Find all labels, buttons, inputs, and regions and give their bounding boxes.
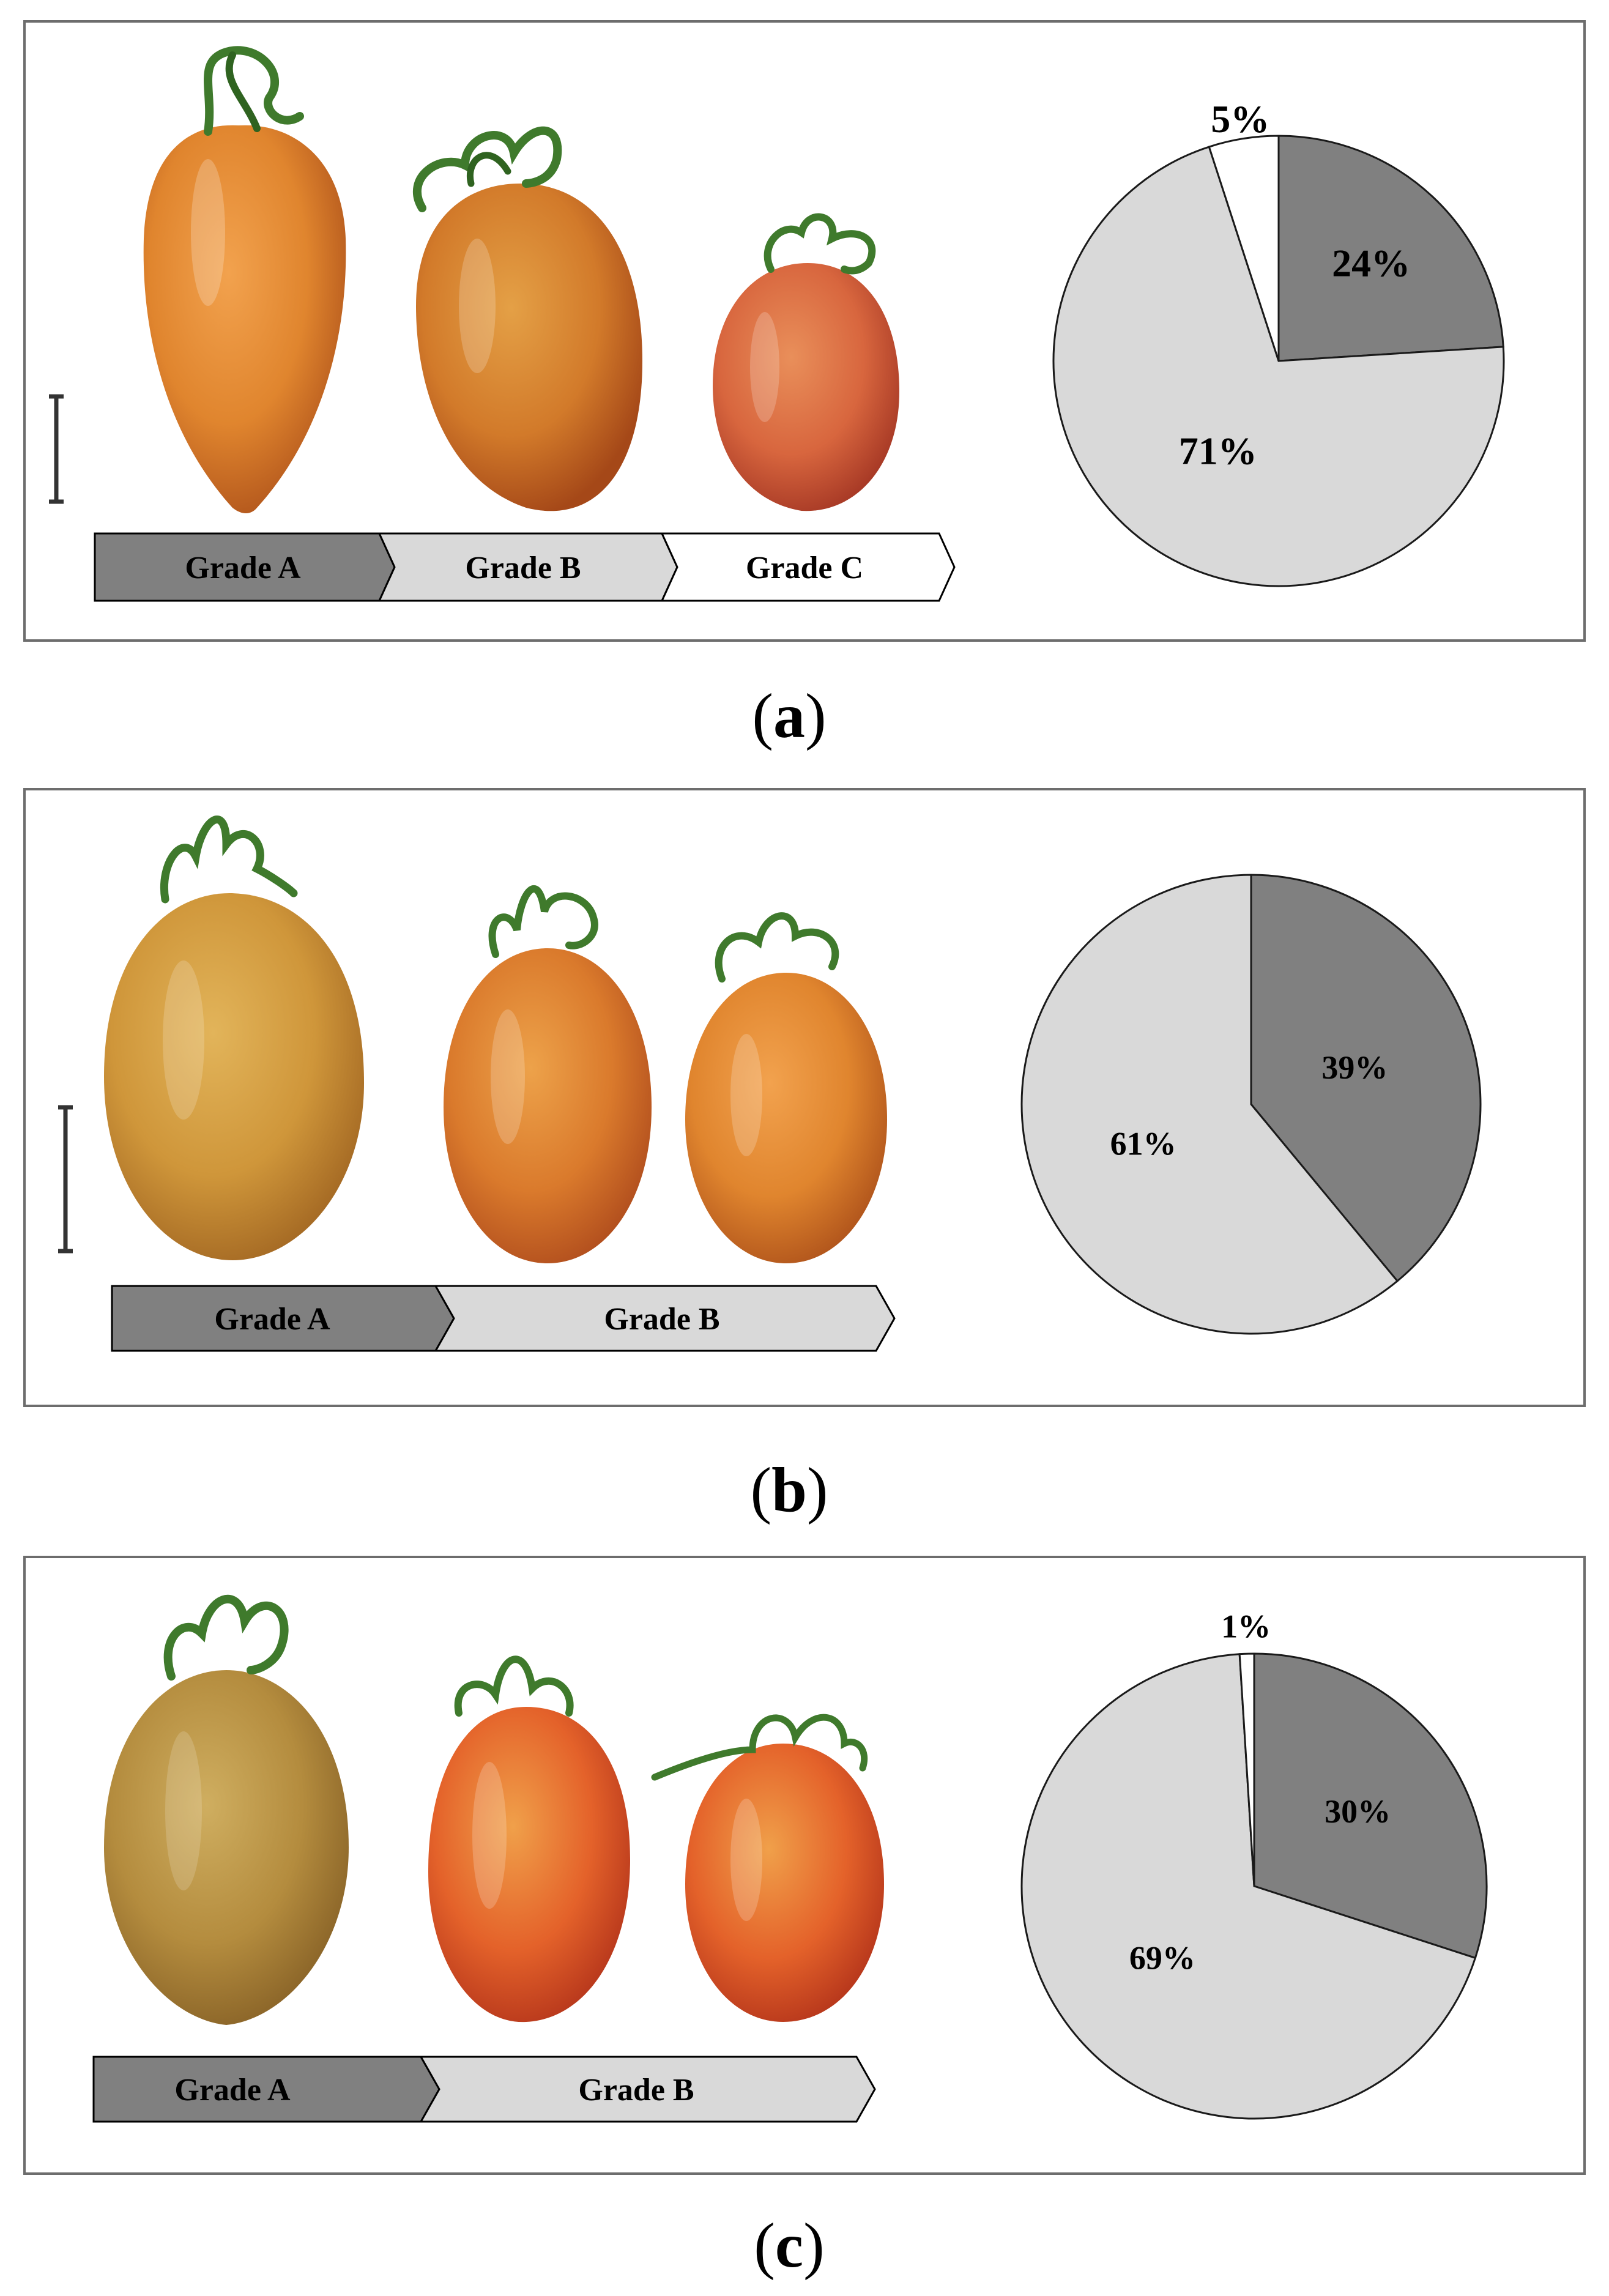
- panel-a: Grade A Grade B Grade C 24% 71% 5%: [23, 20, 1586, 642]
- pie-label-grade-b: 69%: [1129, 1939, 1195, 1976]
- pie-chart-b: 39% 61%: [1020, 874, 1482, 1335]
- grade-b-label: Grade B: [465, 551, 581, 585]
- pie-label-grade-a: 39%: [1321, 1049, 1388, 1086]
- caption-a: (a): [752, 681, 826, 751]
- panel-a-grade-bar: Grade A Grade B Grade C: [94, 532, 956, 602]
- grade-a-label: Grade A: [214, 1302, 330, 1337]
- pie-slice-grade-b: [1020, 874, 1399, 1335]
- grade-c-chevron: [660, 532, 956, 602]
- caption-c: (c): [754, 2210, 824, 2281]
- pie-chart-a: 24% 71% 5%: [1052, 97, 1505, 587]
- grade-b-chevron: [419, 2056, 876, 2123]
- pie-label-grade-c: 1%: [1221, 1608, 1271, 1645]
- pie-label-grade-a: 24%: [1332, 241, 1410, 284]
- panel-b: Grade A Grade B 39% 61%: [23, 788, 1586, 1407]
- tomato-grade-c: [685, 912, 887, 1263]
- pie-label-grade-b: 71%: [1179, 429, 1257, 472]
- pie-slice-grade-a: [1253, 1652, 1488, 1960]
- panel-b-grade-bar: Grade A Grade B: [111, 1285, 896, 1352]
- grade-b-label: Grade B: [604, 1302, 719, 1337]
- pie-slice-grade-c: [1208, 135, 1280, 362]
- grade-b-chevron: [434, 1285, 896, 1352]
- pie-slice-grade-c: [1238, 1652, 1255, 1887]
- tomato-grade-b: [428, 1655, 630, 2023]
- tomato-grade-c: [651, 1714, 884, 2022]
- pie-label-grade-c: 5%: [1211, 97, 1269, 141]
- pie-slice-grade-a: [1277, 135, 1504, 362]
- grade-c-label: Grade C: [746, 551, 863, 585]
- grade-a-label: Grade A: [174, 2073, 291, 2108]
- panel-c-grade-bar: Grade A Grade B: [92, 2056, 876, 2123]
- tomato-grade-a: [104, 1594, 349, 2025]
- pie-slice-grade-b: [1052, 146, 1505, 587]
- pie-slice-grade-b: [1020, 1653, 1477, 2120]
- tomato-grade-b: [444, 885, 652, 1263]
- pie-label-grade-b: 61%: [1110, 1125, 1176, 1162]
- pie-slice-grade-a: [1250, 874, 1482, 1283]
- grade-b-label: Grade B: [578, 2073, 694, 2108]
- tomato-grade-a: [143, 46, 346, 514]
- panel-c: Grade A Grade B 30% 69% 1%: [23, 1556, 1586, 2175]
- tomato-grade-a: [104, 815, 364, 1260]
- grade-a-label: Grade A: [185, 551, 301, 585]
- pie-chart-c: 30% 69% 1%: [1020, 1608, 1488, 2120]
- tomato-grade-b: [413, 126, 642, 511]
- caption-b: (b): [750, 1455, 828, 1525]
- tomato-grade-c: [713, 213, 899, 511]
- pie-label-grade-a: 30%: [1325, 1793, 1391, 1830]
